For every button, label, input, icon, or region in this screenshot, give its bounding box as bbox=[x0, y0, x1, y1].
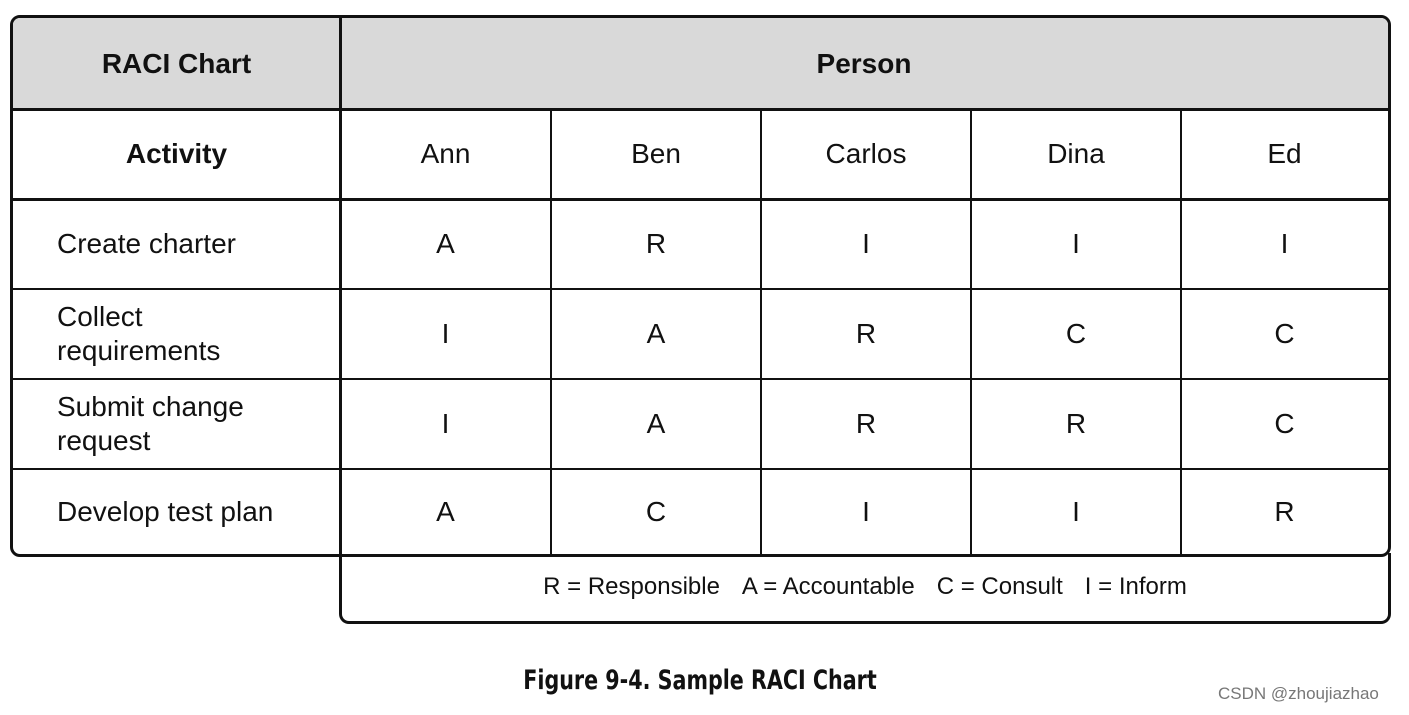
group-header: Person bbox=[816, 47, 912, 79]
person: Ann bbox=[420, 138, 471, 169]
legend-item: R = Responsible bbox=[543, 573, 720, 600]
activity-label: Activity bbox=[125, 138, 228, 169]
raci-cell: C bbox=[1065, 318, 1087, 349]
raci-cell: I bbox=[441, 318, 450, 349]
raci-cell: I bbox=[862, 228, 870, 259]
raci-cell: R bbox=[855, 318, 877, 349]
raci-cell: C bbox=[1274, 318, 1295, 349]
raci-cell: I bbox=[1072, 228, 1080, 259]
person: Carlos bbox=[825, 138, 907, 169]
col-line bbox=[1180, 109, 1182, 554]
col-line bbox=[338, 18, 342, 554]
raci-cell: A bbox=[646, 408, 666, 439]
row-line bbox=[13, 197, 1388, 201]
raci-cell: R bbox=[645, 228, 667, 259]
legend: R = Responsible A = Accountable C = Consul… bbox=[339, 553, 1391, 624]
legend-item: I = Inform bbox=[1084, 573, 1187, 600]
row-line bbox=[13, 378, 1388, 380]
text: Submit change request bbox=[57, 391, 244, 456]
raci-cell: A bbox=[436, 228, 455, 259]
raci-cell: R bbox=[855, 408, 877, 439]
raci-cell: I bbox=[862, 495, 870, 527]
header-bg bbox=[13, 18, 1388, 109]
activity: Collect requirements bbox=[13, 289, 340, 379]
row-line bbox=[13, 107, 1388, 111]
row-line bbox=[13, 288, 1388, 290]
person: Dina bbox=[1047, 138, 1105, 169]
legend-item: A = Accountable bbox=[741, 573, 915, 600]
text: Create charter bbox=[57, 228, 236, 259]
watermark: CSDN @zhoujiazhao bbox=[1218, 684, 1379, 703]
raci-cell: R bbox=[1274, 495, 1295, 527]
raci-cell: C bbox=[1274, 408, 1295, 439]
raci-cell: A bbox=[646, 318, 666, 349]
corner: RACI Chart bbox=[101, 47, 252, 79]
person: Ben bbox=[631, 138, 681, 169]
raci-cell: R bbox=[1065, 408, 1087, 439]
raci-cell: I bbox=[1072, 495, 1080, 527]
legend-item: C = Consult bbox=[936, 573, 1063, 600]
raci-table: RACI Chart Person Activity Ann Ben Carlos Dina… bbox=[10, 15, 1391, 557]
activity: Create charter bbox=[13, 199, 340, 289]
raci-cell: I bbox=[1280, 228, 1289, 259]
activity: Submit change request bbox=[13, 379, 340, 469]
text: Develop test plan bbox=[57, 495, 274, 527]
raci-cell: A bbox=[436, 495, 455, 527]
raci-cell: I bbox=[441, 408, 450, 439]
raci-cell: C bbox=[645, 495, 667, 527]
text: Collect requirements bbox=[57, 301, 221, 366]
col-line bbox=[760, 109, 762, 554]
row-line bbox=[13, 468, 1388, 470]
activity: Develop test plan bbox=[13, 469, 340, 554]
col-line bbox=[550, 109, 552, 554]
person: Ed bbox=[1267, 138, 1302, 169]
caption: Figure 9-4. Sample RACI Chart bbox=[523, 665, 877, 696]
col-line bbox=[970, 109, 972, 554]
